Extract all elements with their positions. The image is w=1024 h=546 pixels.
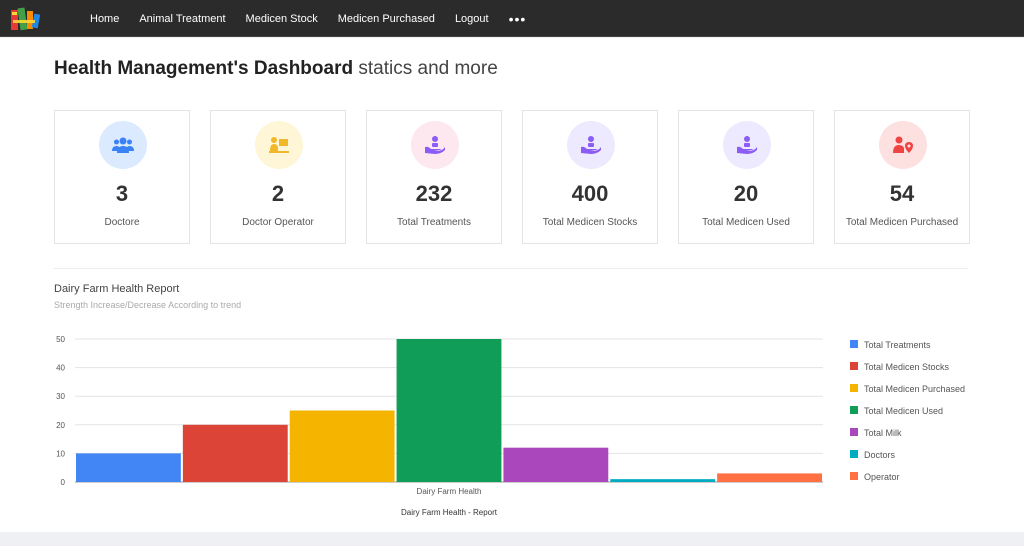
page-title-light: statics and more [358,58,498,79]
page-bottom-strip [0,532,1024,546]
legend-label: Total Medicen Stocks [864,362,950,372]
legend-label: Operator [864,472,900,482]
stat-card-total-medicen-used[interactable]: 20 Total Medicen Used [678,110,814,244]
hand-care-icon [723,121,771,169]
stat-card-doctor-operator[interactable]: 2 Doctor Operator [210,110,346,244]
legend-label: Doctors [864,450,896,460]
operator-desk-icon [255,121,303,169]
hand-care-icon [567,121,615,169]
more-menu-icon[interactable]: ••• [508,10,527,27]
bar-total-medicen-stocks [182,424,288,482]
stat-value: 54 [889,181,915,206]
chart-section-title: Dairy Farm Health Report [54,283,180,295]
top-navbar: Home Animal Treatment Medicen Stock Medi… [0,0,1024,37]
bar-total-medicen-purchased [289,410,395,482]
stat-label: Total Medicen Used [702,217,790,228]
section-divider [54,268,968,269]
dashboard-page: Health Management's Dashboard statics an… [0,38,1024,532]
stat-label: Total Treatments [397,217,471,228]
stat-label: Total Medicen Stocks [542,217,638,228]
stat-card-doctors[interactable]: 3 Doctore [54,110,190,244]
chart-section-subtitle: Strength Increase/Decrease According to … [54,300,242,310]
y-tick-label: 20 [56,421,65,430]
stat-value: 3 [115,181,129,206]
y-tick-label: 50 [56,335,65,344]
user-location-icon [879,121,927,169]
x-axis-title: Dairy Farm Health - Report [401,508,498,517]
y-tick-label: 10 [56,449,65,458]
x-category-label: Dairy Farm Health [417,487,482,496]
bar-operator [717,473,822,482]
y-tick-label: 40 [56,364,65,373]
bar-chart: 0 10 20 30 40 50 Dairy Farm Health Dairy Farm H… [56,335,965,517]
legend-label: Total Treatments [864,340,931,350]
hand-care-icon [411,121,459,169]
nav-medicen-stock[interactable]: Medicen Stock [245,12,318,25]
bar-total-milk [503,447,609,482]
stat-value: 2 [271,181,285,206]
stat-value: 232 [415,181,453,206]
page-title: Health Management's Dashboard statics an… [54,58,498,80]
stat-value: 20 [733,181,759,206]
nav-home[interactable]: Home [90,12,120,25]
stat-card-total-medicen-purchased[interactable]: 54 Total Medicen Purchased [834,110,970,244]
stat-value: 400 [571,181,609,206]
legend-swatch [850,406,858,414]
bar-doctors [610,479,716,482]
legend-swatch [850,384,858,392]
legend-swatch [850,472,858,480]
page-title-bold: Health Management's Dashboard [54,58,354,79]
y-tick-label: 0 [61,478,66,487]
legend-label: Total Medicen Purchased [864,384,965,394]
nav-medicen-purchased[interactable]: Medicen Purchased [337,12,435,25]
nav-menu: Home Animal Treatment Medicen Stock Medi… [90,0,526,37]
bar-total-treatments [76,453,181,482]
nav-animal-treatment[interactable]: Animal Treatment [139,12,226,25]
legend-label: Total Medicen Used [864,406,943,416]
legend-swatch [850,450,858,458]
bar-total-medicen-used [396,339,502,482]
users-icon [99,121,147,169]
stat-label: Doctore [104,217,140,228]
stat-label: Total Medicen Purchased [845,217,959,228]
legend-swatch [850,340,858,348]
y-tick-label: 30 [56,392,65,401]
nav-logout[interactable]: Logout [454,12,489,25]
legend-swatch [850,428,858,436]
stat-card-total-treatments[interactable]: 232 Total Treatments [366,110,502,244]
app-logo-icon[interactable] [10,6,40,32]
legend-swatch [850,362,858,370]
legend-label: Total Milk [864,428,902,438]
stat-card-total-medicen-stocks[interactable]: 400 Total Medicen Stocks [522,110,658,244]
stat-label: Doctor Operator [242,217,314,228]
